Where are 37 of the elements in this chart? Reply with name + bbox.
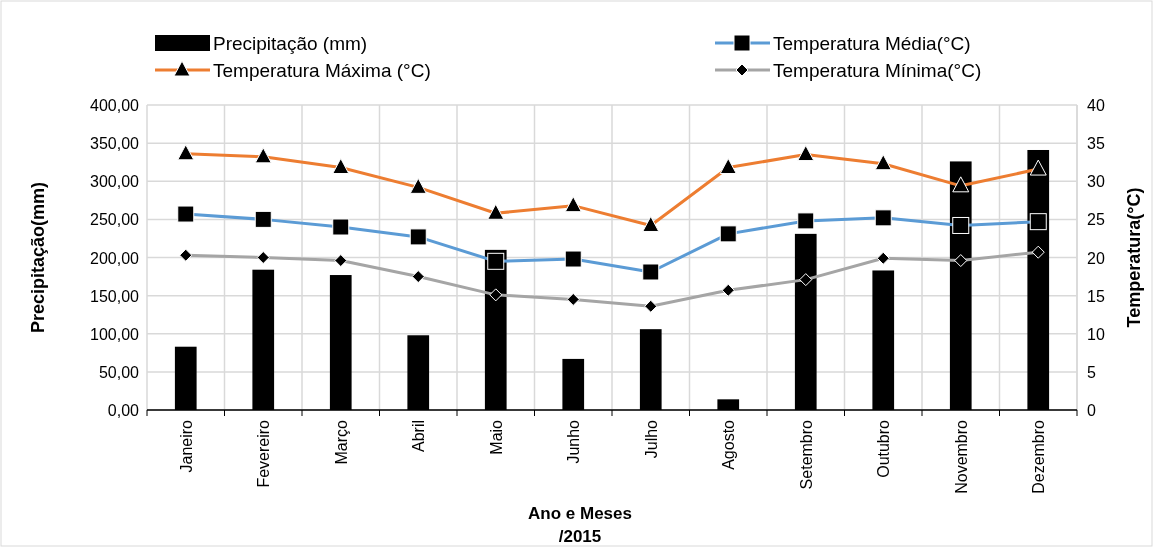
y2-tick-label: 0	[1087, 402, 1096, 419]
y-tick-label: 0,00	[107, 402, 140, 419]
legend-label: Precipitação (mm)	[213, 33, 368, 54]
x-tick-label: Dezembro	[1030, 419, 1048, 494]
x-axis-title: Ano e Meses /2015	[528, 504, 632, 546]
legend-label: Temperatura Média(°C)	[773, 33, 971, 54]
y-tick-label: 150,00	[90, 287, 140, 305]
y-tick-label: 300,00	[90, 173, 140, 191]
x-tick-label: Setembro	[797, 419, 815, 490]
x-tick-label: Junho	[565, 419, 583, 464]
x-tick-label: Julho	[642, 419, 660, 459]
x-tick-label: Maio	[487, 419, 505, 455]
y-tick-label: 200,00	[90, 249, 140, 267]
y2-tick-label: 5	[1087, 363, 1096, 381]
y2-tick-label: 40	[1087, 97, 1105, 114]
y2-tick-label: 10	[1087, 325, 1105, 343]
y-tick-label: 400,00	[90, 97, 140, 114]
x-tick-label: Novembro	[952, 419, 970, 494]
y2-tick-label: 20	[1087, 249, 1105, 267]
legend-label: Temperatura Mínima(°C)	[773, 60, 982, 81]
y2-tick-label: 35	[1087, 135, 1105, 153]
x-tick-label: Agosto	[720, 419, 738, 470]
y2-axis-title: Temperatura(°C)	[1124, 187, 1144, 328]
x-tick-label: Abril	[410, 420, 428, 453]
x-tick-label: Janeiro	[177, 419, 195, 473]
y-tick-label: 100,00	[90, 325, 140, 343]
y2-tick-label: 15	[1087, 287, 1105, 305]
x-tick-label: Fevereiro	[255, 419, 273, 488]
y-tick-label: 350,00	[90, 135, 140, 153]
y2-tick-label: 30	[1087, 173, 1105, 191]
x-tick-label: Outubro	[875, 419, 893, 478]
y-tick-label: 250,00	[90, 211, 140, 229]
x-tick-label: Março	[332, 419, 350, 465]
y-tick-label: 50,00	[98, 363, 140, 381]
y-axis-title: Precipitação(mm)	[28, 181, 48, 334]
legend-label: Temperatura Máxima (°C)	[213, 60, 431, 81]
y2-tick-label: 25	[1087, 211, 1105, 229]
